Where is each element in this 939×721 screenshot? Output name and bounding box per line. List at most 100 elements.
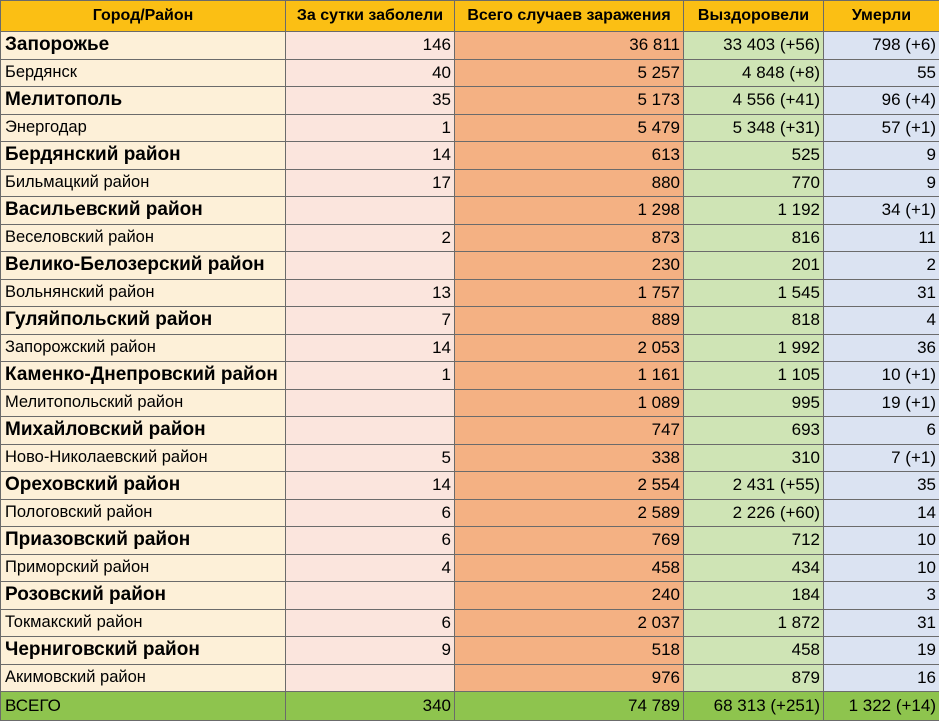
row-deaths: 9 (824, 142, 939, 170)
row-deaths: 36 (824, 334, 939, 362)
row-deaths: 3 (824, 582, 939, 610)
row-day-cases: 146 (286, 32, 455, 60)
row-deaths: 798 (+6) (824, 32, 939, 60)
row-total-cases: 880 (455, 169, 684, 197)
row-total-cases: 889 (455, 307, 684, 335)
row-recovered: 2 226 (+60) (684, 499, 824, 527)
row-total-cases: 976 (455, 664, 684, 692)
row-recovered: 1 872 (684, 609, 824, 637)
row-total-cases: 747 (455, 417, 684, 445)
row-day-cases: 5 (286, 444, 455, 472)
header-day-cases: За сутки заболели (286, 1, 455, 32)
row-day-cases (286, 197, 455, 225)
row-recovered: 879 (684, 664, 824, 692)
row-name: Ореховский район (1, 472, 286, 500)
row-recovered: 712 (684, 527, 824, 555)
row-day-cases (286, 664, 455, 692)
row-name: Бильмацкий район (1, 169, 286, 197)
row-total-cases: 1 757 (455, 279, 684, 307)
header-row: Город/Район За сутки заболели Всего случ… (1, 1, 939, 32)
row-day-cases: 6 (286, 609, 455, 637)
row-name: Приморский район (1, 554, 286, 582)
row-deaths: 55 (824, 59, 939, 87)
row-name: Бердянский район (1, 142, 286, 170)
row-deaths: 7 (+1) (824, 444, 939, 472)
row-day-cases: 40 (286, 59, 455, 87)
row-recovered: 434 (684, 554, 824, 582)
row-deaths: 16 (824, 664, 939, 692)
row-total-cases: 2 589 (455, 499, 684, 527)
row-deaths: 19 (824, 637, 939, 665)
row-day-cases: 14 (286, 334, 455, 362)
total-recovered: 68 313 (+251) (684, 692, 824, 721)
row-name: Токмакский район (1, 609, 286, 637)
row-deaths: 6 (824, 417, 939, 445)
row-day-cases (286, 417, 455, 445)
row-total-cases: 5 173 (455, 87, 684, 115)
row-recovered: 693 (684, 417, 824, 445)
row-name: Веселовский район (1, 224, 286, 252)
row-day-cases: 14 (286, 472, 455, 500)
row-recovered: 1 105 (684, 362, 824, 390)
row-name: Бердянск (1, 59, 286, 87)
row-total-cases: 2 554 (455, 472, 684, 500)
row-recovered: 1 992 (684, 334, 824, 362)
row-deaths: 14 (824, 499, 939, 527)
row-recovered: 816 (684, 224, 824, 252)
header-total-cases: Всего случаев заражения (455, 1, 684, 32)
row-deaths: 10 (824, 554, 939, 582)
row-name: Пологовский район (1, 499, 286, 527)
row-total-cases: 2 053 (455, 334, 684, 362)
row-recovered: 310 (684, 444, 824, 472)
row-recovered: 995 (684, 389, 824, 417)
row-recovered: 818 (684, 307, 824, 335)
row-recovered: 4 848 (+8) (684, 59, 824, 87)
row-deaths: 96 (+4) (824, 87, 939, 115)
row-recovered: 33 403 (+56) (684, 32, 824, 60)
row-name: Гуляйпольский район (1, 307, 286, 335)
row-recovered: 5 348 (+31) (684, 114, 824, 142)
row-name: Запорожье (1, 32, 286, 60)
total-label: ВСЕГО (1, 692, 286, 721)
row-deaths: 10 (824, 527, 939, 555)
row-day-cases: 4 (286, 554, 455, 582)
row-day-cases: 13 (286, 279, 455, 307)
row-total-cases: 458 (455, 554, 684, 582)
row-name: Энергодар (1, 114, 286, 142)
row-name: Ново-Николаевский район (1, 444, 286, 472)
row-total-cases: 769 (455, 527, 684, 555)
row-recovered: 184 (684, 582, 824, 610)
row-name: Приазовский район (1, 527, 286, 555)
row-day-cases (286, 582, 455, 610)
row-name: Каменко-Днепровский район (1, 362, 286, 390)
row-deaths: 19 (+1) (824, 389, 939, 417)
row-day-cases: 1 (286, 114, 455, 142)
row-total-cases: 613 (455, 142, 684, 170)
row-day-cases: 6 (286, 499, 455, 527)
row-total-cases: 5 257 (455, 59, 684, 87)
row-day-cases: 35 (286, 87, 455, 115)
row-name: Запорожский район (1, 334, 286, 362)
row-deaths: 2 (824, 252, 939, 280)
row-recovered: 201 (684, 252, 824, 280)
total-cases: 74 789 (455, 692, 684, 721)
row-day-cases (286, 389, 455, 417)
row-recovered: 525 (684, 142, 824, 170)
row-name: Акимовский район (1, 664, 286, 692)
row-deaths: 35 (824, 472, 939, 500)
